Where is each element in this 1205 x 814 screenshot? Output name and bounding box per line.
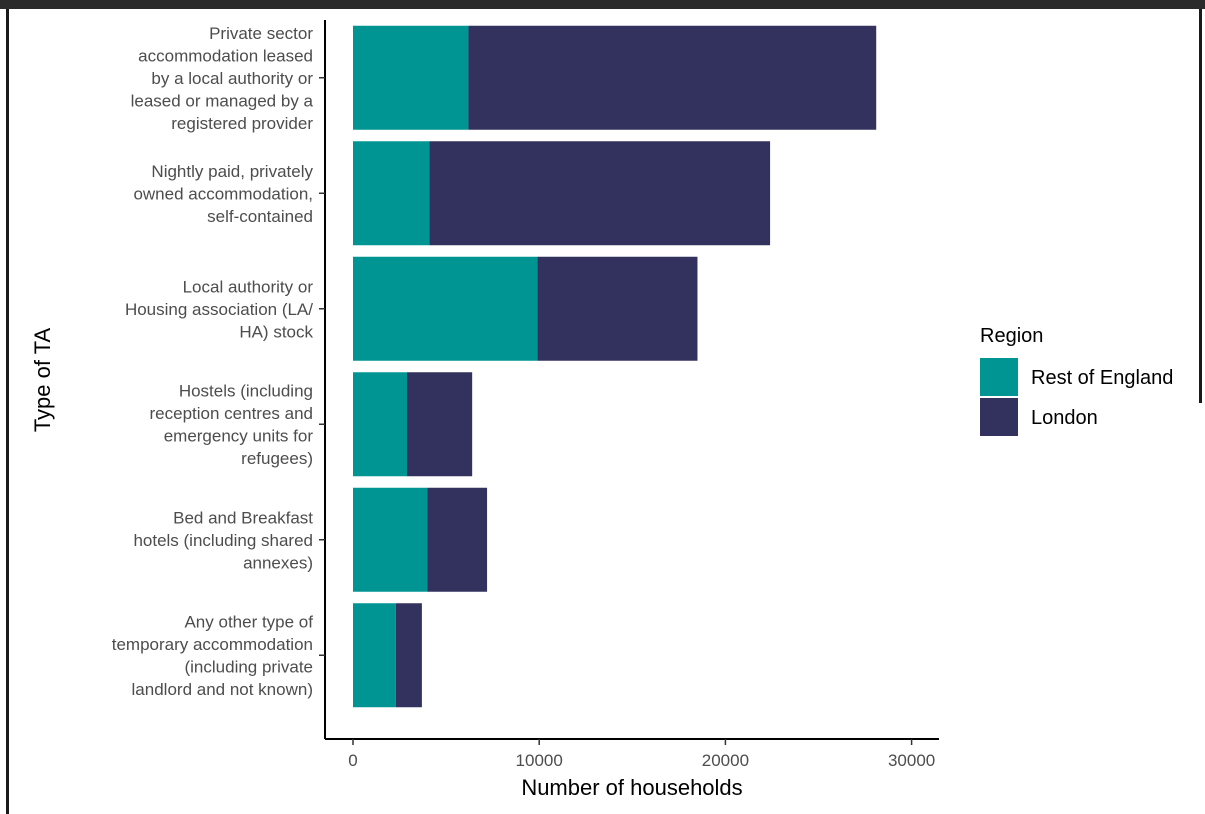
bar-rest-of-england-5 xyxy=(353,603,396,708)
y-tick-label-line: Local authority or xyxy=(183,277,314,296)
x-ticks-layer: 0 10000 20000 30000 xyxy=(348,739,935,770)
y-tick-label-line: annexes) xyxy=(243,553,313,572)
y-tick-label-line: reception centres and xyxy=(150,404,314,423)
y-tick-label-line: emergency units for xyxy=(164,427,314,446)
bars-layer xyxy=(353,25,877,708)
bar-london-1 xyxy=(429,141,771,246)
y-tick-label-line: Bed and Breakfast xyxy=(173,508,313,527)
y-tick-label-line: owned accommodation, xyxy=(133,184,313,203)
y-tick-label-1: Nightly paid, privately owned accommodati… xyxy=(133,162,313,226)
y-tick-label-line: self-contained xyxy=(207,207,313,226)
y-tick-label-line: registered provider xyxy=(171,114,313,133)
y-tick-label-2: Local authority or Housing association (L… xyxy=(125,277,314,341)
y-tick-label-line: Housing association (LA/ xyxy=(125,300,313,319)
y-tick-label-line: landlord and not known) xyxy=(132,680,313,699)
bar-london-2 xyxy=(537,256,698,361)
x-tick-label-2: 20000 xyxy=(702,751,749,770)
x-tick-label-3: 30000 xyxy=(888,751,935,770)
y-tick-label-line: Private sector xyxy=(209,24,313,43)
legend: Region Rest of England London xyxy=(980,325,1173,436)
bar-london-5 xyxy=(395,603,422,708)
legend-swatch-rest-of-england xyxy=(980,358,1018,396)
window-right-border xyxy=(1199,9,1202,403)
y-tick-label-0: Private sector accommodation leased by a l… xyxy=(131,24,314,133)
y-tick-label-line: accommodation leased xyxy=(138,46,313,65)
y-axis-title: Type of TA xyxy=(30,328,55,433)
y-tick-label-4: Bed and Breakfast hotels (including share… xyxy=(133,508,313,572)
axes-layer xyxy=(324,20,939,740)
bar-rest-of-england-1 xyxy=(353,141,430,246)
y-tick-label-line: Hostels (including xyxy=(179,382,313,401)
y-tick-label-3: Hostels (including reception centres and e… xyxy=(150,382,314,469)
bar-rest-of-england-4 xyxy=(353,487,428,592)
y-tick-label-line: Nightly paid, privately xyxy=(151,162,313,181)
window-top-border xyxy=(0,0,1205,9)
y-tick-label-line: refugees) xyxy=(241,449,313,468)
legend-label-rest-of-england: Rest of England xyxy=(1031,367,1173,389)
window-left-border xyxy=(6,9,9,814)
x-axis-title: Number of households xyxy=(521,775,742,800)
y-tick-label-line: Any other type of xyxy=(184,613,313,632)
legend-label-london: London xyxy=(1031,407,1098,429)
legend-swatch-london xyxy=(980,398,1018,436)
y-tick-label-line: (including private xyxy=(184,658,313,677)
bar-rest-of-england-0 xyxy=(353,25,469,130)
y-tick-label-line: leased or managed by a xyxy=(131,91,314,110)
x-tick-label-1: 10000 xyxy=(516,751,563,770)
y-ticks-layer: Private sector accommodation leased by a l… xyxy=(112,24,325,699)
x-tick-label-0: 0 xyxy=(348,751,357,770)
bar-london-0 xyxy=(468,25,877,130)
bar-london-4 xyxy=(427,487,488,592)
y-tick-label-line: by a local authority or xyxy=(151,69,313,88)
legend-title: Region xyxy=(980,325,1043,347)
bar-rest-of-england-3 xyxy=(353,372,407,477)
y-tick-label-line: temporary accommodation xyxy=(112,635,313,654)
bar-london-3 xyxy=(406,372,473,477)
y-tick-label-5: Any other type of temporary accommodation… xyxy=(112,613,314,700)
y-tick-label-line: HA) stock xyxy=(239,322,313,341)
bar-rest-of-england-2 xyxy=(353,256,538,361)
y-tick-label-line: hotels (including shared xyxy=(133,531,313,550)
